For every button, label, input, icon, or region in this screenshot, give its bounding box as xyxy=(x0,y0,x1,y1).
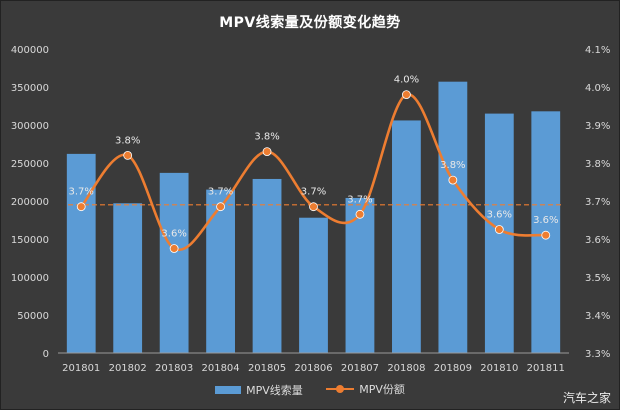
y-right-tick-label: 3.6% xyxy=(585,235,610,246)
data-label: 3.7% xyxy=(69,187,94,198)
y-right-tick-label: 3.9% xyxy=(585,121,610,132)
data-label: 3.7% xyxy=(347,194,372,205)
watermark-logo: 汽车之家 xyxy=(562,391,611,405)
bar xyxy=(345,197,375,353)
x-tick-label: 201808 xyxy=(387,363,425,374)
y-right-tick-label: 4.0% xyxy=(585,83,610,94)
data-label: 3.6% xyxy=(161,229,186,240)
y-left-tick-label: 400000 xyxy=(11,45,49,56)
bar xyxy=(66,153,96,353)
line-point xyxy=(494,225,504,234)
line-point xyxy=(309,202,318,212)
bar xyxy=(299,217,328,353)
y-left-tick-label: 250000 xyxy=(11,159,49,170)
x-tick-label: 201807 xyxy=(341,363,379,374)
y-left-tick-label: 100000 xyxy=(11,273,49,284)
line-point xyxy=(216,202,225,212)
x-tick-label: 201805 xyxy=(248,363,286,374)
chart-title: MPV线索量及份额变化趋势 xyxy=(219,15,401,31)
line-point xyxy=(262,147,272,157)
legend-label-bar: MPV线索量 xyxy=(246,384,303,397)
x-tick-label: 201804 xyxy=(201,363,239,374)
line-point xyxy=(448,175,458,185)
x-tick-label: 201810 xyxy=(480,363,518,374)
bar xyxy=(392,120,421,353)
y-right-tick-label: 3.8% xyxy=(585,159,610,170)
data-label: 3.7% xyxy=(301,187,326,198)
legend-line-swatch xyxy=(326,384,355,394)
legend: MPV线索量 MPV份额 xyxy=(1,381,619,398)
line-point xyxy=(402,90,411,99)
bar xyxy=(252,178,282,353)
bar xyxy=(113,203,143,353)
x-tick-label: 201806 xyxy=(294,363,332,374)
x-tick-label: 201811 xyxy=(527,363,565,374)
line-point xyxy=(76,202,86,212)
x-tick-label: 201809 xyxy=(434,363,472,374)
y-left-tick-label: 200000 xyxy=(11,197,49,208)
bar xyxy=(206,189,235,353)
bar xyxy=(438,81,468,354)
y-left-tick-label: 350000 xyxy=(11,83,49,94)
data-label: 4.0% xyxy=(394,75,419,86)
legend-label-line: MPV份额 xyxy=(359,383,405,396)
line-point xyxy=(541,230,551,240)
y-left-tick-label: 50000 xyxy=(17,311,49,322)
x-tick-label: 201801 xyxy=(62,363,100,374)
line-point xyxy=(123,150,133,160)
data-label: 3.7% xyxy=(208,187,233,198)
legend-item-line: MPV份额 xyxy=(326,381,405,397)
line-point xyxy=(169,244,179,253)
data-label: 3.8% xyxy=(254,132,279,143)
x-tick-label: 201803 xyxy=(155,363,193,374)
data-label: 3.6% xyxy=(533,215,558,226)
legend-item-bar: MPV线索量 xyxy=(215,382,303,398)
data-label: 3.6% xyxy=(487,210,512,221)
data-label: 3.8% xyxy=(440,160,465,171)
y-right-tick-label: 3.3% xyxy=(585,349,610,360)
y-right-tick-label: 4.1% xyxy=(585,45,610,56)
y-right-tick-label: 3.5% xyxy=(585,273,610,284)
data-label: 3.8% xyxy=(115,135,140,146)
y-left-tick-label: 300000 xyxy=(11,121,49,132)
y-left-tick-label: 0 xyxy=(43,349,49,360)
legend-bar-swatch xyxy=(215,386,242,394)
x-tick-label: 201802 xyxy=(109,363,147,374)
line-point xyxy=(355,209,365,219)
y-right-tick-label: 3.4% xyxy=(585,311,610,322)
y-left-tick-label: 150000 xyxy=(11,235,49,246)
y-right-tick-label: 3.7% xyxy=(585,197,610,208)
bar xyxy=(159,172,189,353)
